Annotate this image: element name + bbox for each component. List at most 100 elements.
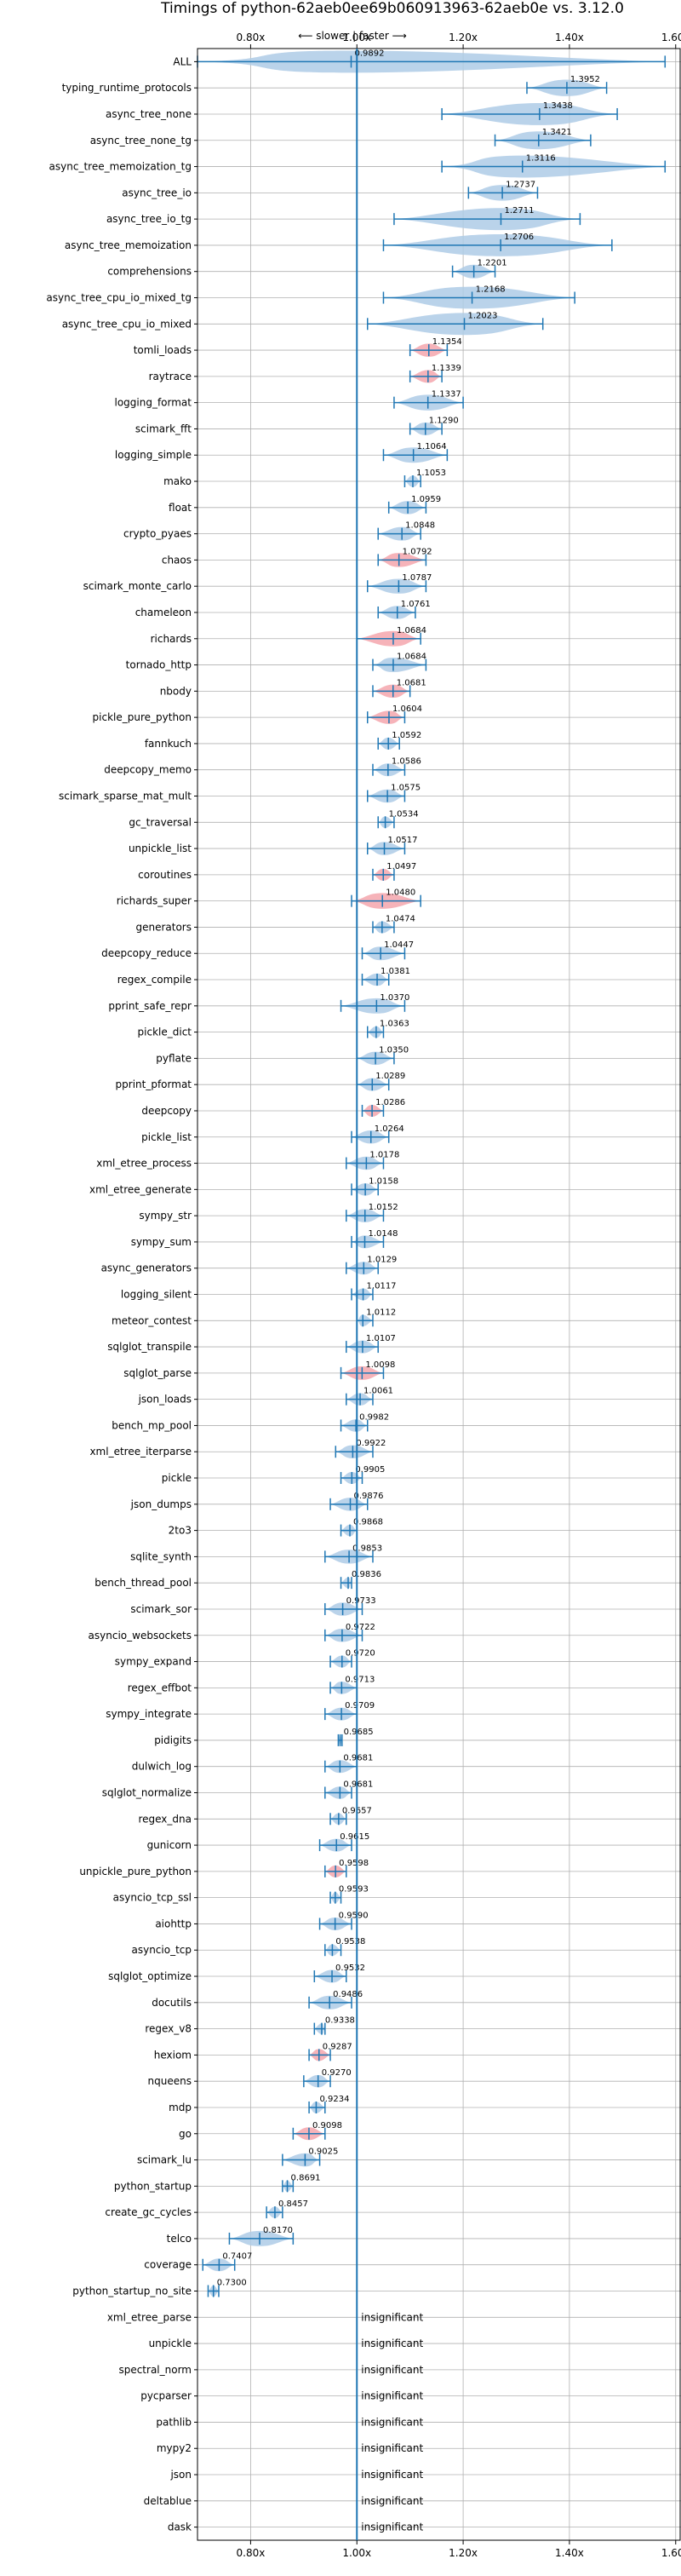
benchmark-label: gc_traversal (129, 816, 192, 828)
benchmark-label: async_tree_none_tg (90, 135, 192, 147)
data-label: 0.9598 (339, 1859, 369, 1868)
insignificant-label: insignificant (361, 2337, 423, 2349)
benchmark-label: go (179, 2128, 192, 2140)
benchmark-label: scimark_sor (130, 1603, 192, 1615)
benchmark-label: generators (135, 921, 192, 933)
benchmark-label: python_startup_no_site (72, 2286, 192, 2297)
benchmark-label: scimark_fft (135, 423, 192, 434)
benchmark-label: scimark_sparse_mat_mult (59, 791, 192, 802)
data-label: 0.8170 (263, 2226, 293, 2235)
data-label: 1.2706 (504, 233, 534, 242)
benchmark-label: async_generators (101, 1262, 192, 1274)
data-label: 0.9338 (325, 2016, 355, 2026)
data-label: 1.0264 (375, 1124, 404, 1134)
insignificant-label: insignificant (361, 2469, 423, 2481)
benchmark-label: unpickle (149, 2337, 192, 2349)
insignificant-label: insignificant (361, 2311, 423, 2323)
benchmark-label: dulwich_log (132, 1761, 192, 1773)
benchmark-label: asyncio_websockets (89, 1630, 192, 1642)
benchmark-label: sqlglot_normalize (102, 1787, 192, 1799)
benchmark-label: sqlglot_optimize (108, 1970, 192, 1982)
benchmark-label: pickle (162, 1472, 192, 1484)
benchmark-label: telco (167, 2233, 192, 2245)
data-label: 1.0497 (386, 862, 416, 871)
benchmark-label: chaos (162, 554, 192, 566)
x-tick-label-top: 1.60x (661, 32, 681, 43)
data-label: 1.1053 (416, 469, 446, 478)
benchmark-label: coroutines (138, 869, 192, 881)
x-tick-label-top: 1.40x (555, 32, 584, 43)
benchmark-label: aiohttp (155, 1918, 192, 1929)
data-label: 1.3438 (543, 101, 573, 111)
x-tick-label-bottom: 0.80x (237, 2547, 266, 2559)
data-label: 0.9905 (355, 1465, 385, 1475)
benchmark-label: 2to3 (169, 1525, 192, 1537)
benchmark-label: sympy_sum (131, 1236, 192, 1248)
benchmark-label: docutils (152, 1997, 192, 2009)
data-label: 1.2201 (478, 259, 507, 268)
data-label: 1.1064 (417, 442, 447, 451)
benchmark-label: async_tree_io_tg (106, 213, 192, 225)
insignificant-label: insignificant (361, 2416, 423, 2428)
benchmark-label: create_gc_cycles (105, 2206, 192, 2218)
data-label: 1.0158 (369, 1176, 398, 1186)
benchmark-label: asyncio_tcp (131, 1944, 192, 1956)
data-label: 0.9025 (308, 2148, 338, 2157)
benchmark-label: pickle_pure_python (93, 711, 192, 723)
data-label: 0.9590 (339, 1911, 369, 1920)
benchmark-label: logging_format (114, 397, 192, 409)
benchmark-label: unpickle_pure_python (79, 1866, 192, 1877)
benchmark-label: asyncio_tcp_ssl (113, 1892, 192, 1904)
x-tick-label-top: 0.80x (237, 32, 266, 43)
benchmark-label: deepcopy_memo (104, 764, 192, 776)
data-label: 1.0061 (363, 1387, 393, 1396)
benchmark-label: nbody (160, 685, 192, 697)
data-label: 1.1339 (432, 364, 461, 373)
data-label: 1.0370 (380, 993, 409, 1003)
data-label: 0.9982 (359, 1412, 389, 1422)
data-label: 1.3421 (542, 128, 572, 137)
data-label: 0.9733 (346, 1596, 376, 1606)
benchmark-label: unpickle_list (129, 842, 192, 854)
data-label: 0.9868 (353, 1518, 383, 1527)
data-label: 1.0681 (397, 678, 426, 687)
data-label: 1.0474 (386, 914, 415, 923)
benchmark-label: sympy_str (139, 1210, 192, 1222)
benchmark-label: sympy_expand (115, 1656, 192, 1668)
benchmark-label: regex_compile (117, 974, 192, 986)
data-label: 1.0381 (381, 967, 410, 976)
data-label: 0.9720 (346, 1649, 375, 1659)
benchmark-label: coverage (144, 2259, 192, 2271)
benchmark-label: deepcopy_reduce (101, 947, 192, 959)
data-label: 1.0117 (367, 1282, 397, 1291)
benchmark-label: spectral_norm (118, 2364, 192, 2376)
data-label: 0.9685 (344, 1728, 374, 1737)
x-tick-labels: 0.80x 0.80x 1.00x 1.00x 1.20x 1.20x 1.40x 1.40x… (237, 32, 681, 2559)
benchmark-label: xml_etree_process (96, 1158, 192, 1170)
data-label: 0.9709 (345, 1701, 375, 1711)
benchmark-label: regex_v8 (145, 2023, 192, 2035)
benchmark-label: logging_silent (121, 1289, 192, 1301)
benchmark-label: richards_super (117, 895, 192, 907)
benchmark-label: ALL (173, 55, 192, 67)
benchmark-label: async_tree_memoization_tg (49, 161, 192, 173)
x-tick-label-top: 1.00x (342, 32, 371, 43)
data-label: 1.0447 (384, 940, 414, 950)
data-label: 1.1290 (429, 416, 459, 425)
benchmark-label: async_tree_io (122, 187, 192, 198)
benchmark-label: comprehensions (107, 266, 192, 278)
benchmark-label: mypy2 (157, 2442, 192, 2454)
data-label: 0.9922 (356, 1439, 386, 1448)
data-label: 0.9713 (345, 1675, 375, 1684)
data-label: 0.8457 (278, 2199, 308, 2209)
benchmark-label: dask (168, 2521, 192, 2533)
data-label: 1.0604 (392, 704, 422, 714)
benchmark-label: json (169, 2469, 192, 2481)
chart-subtitle: ⟵ slower | faster ⟶ (298, 30, 407, 42)
data-label: 1.0363 (380, 1020, 409, 1029)
benchmark-label: pyflate (156, 1052, 192, 1064)
benchmark-label: tornado_http (126, 659, 192, 671)
benchmark-label: bench_mp_pool (112, 1419, 192, 1431)
